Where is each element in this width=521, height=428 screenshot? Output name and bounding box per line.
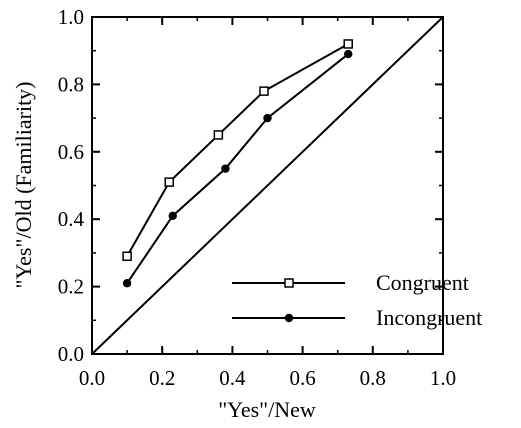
incongruent-point bbox=[122, 279, 132, 288]
incongruent-point bbox=[263, 113, 272, 123]
congruent-point bbox=[213, 130, 224, 140]
y-tick-label: 0.4 bbox=[58, 207, 85, 231]
series-congruent-line bbox=[126, 43, 349, 257]
y-tick-label: 0.6 bbox=[58, 140, 84, 164]
series-layer bbox=[122, 39, 353, 288]
y-tick-label: 0.2 bbox=[58, 275, 84, 299]
incongruent-point bbox=[344, 49, 353, 59]
congruent-point bbox=[122, 251, 132, 262]
incongruent-point bbox=[168, 211, 177, 221]
y-axis-label: "Yes"/Old (Familiarity) bbox=[11, 81, 36, 288]
congruent-point bbox=[259, 86, 269, 96]
legend: Congruent Incongruent bbox=[232, 270, 482, 330]
y-tick-label: 0.0 bbox=[58, 342, 84, 366]
series-incongruent-line bbox=[126, 53, 349, 284]
x-tick-label: 1.0 bbox=[430, 366, 456, 390]
x-tick-label: 0.6 bbox=[289, 366, 315, 390]
congruent-point bbox=[164, 177, 174, 187]
legend-incongruent-marker bbox=[284, 313, 294, 323]
x-axis-label: "Yes"/New bbox=[218, 397, 316, 422]
x-tick-label: 0.2 bbox=[149, 366, 175, 390]
x-tick-label: 0.4 bbox=[219, 366, 246, 390]
series-congruent bbox=[122, 39, 353, 262]
incongruent-point bbox=[221, 164, 230, 173]
congruent-point bbox=[343, 39, 353, 49]
legend-congruent-label: Congruent bbox=[376, 270, 469, 295]
legend-incongruent-label: Incongruent bbox=[376, 305, 482, 330]
legend-congruent-marker bbox=[284, 278, 294, 288]
series-incongruent bbox=[122, 49, 353, 288]
x-tick-label: 0.0 bbox=[79, 366, 105, 390]
diagonal-reference-line bbox=[91, 16, 444, 355]
axis-ticks: 0.0 0.2 0.4 0.6 0.8 1.0 0.0 0.2 0.4 0.6 0.8 1.0 bbox=[58, 5, 456, 390]
y-tick-label: 1.0 bbox=[58, 5, 84, 29]
y-tick-label: 0.8 bbox=[58, 72, 84, 96]
x-tick-label: 0.8 bbox=[360, 366, 386, 390]
